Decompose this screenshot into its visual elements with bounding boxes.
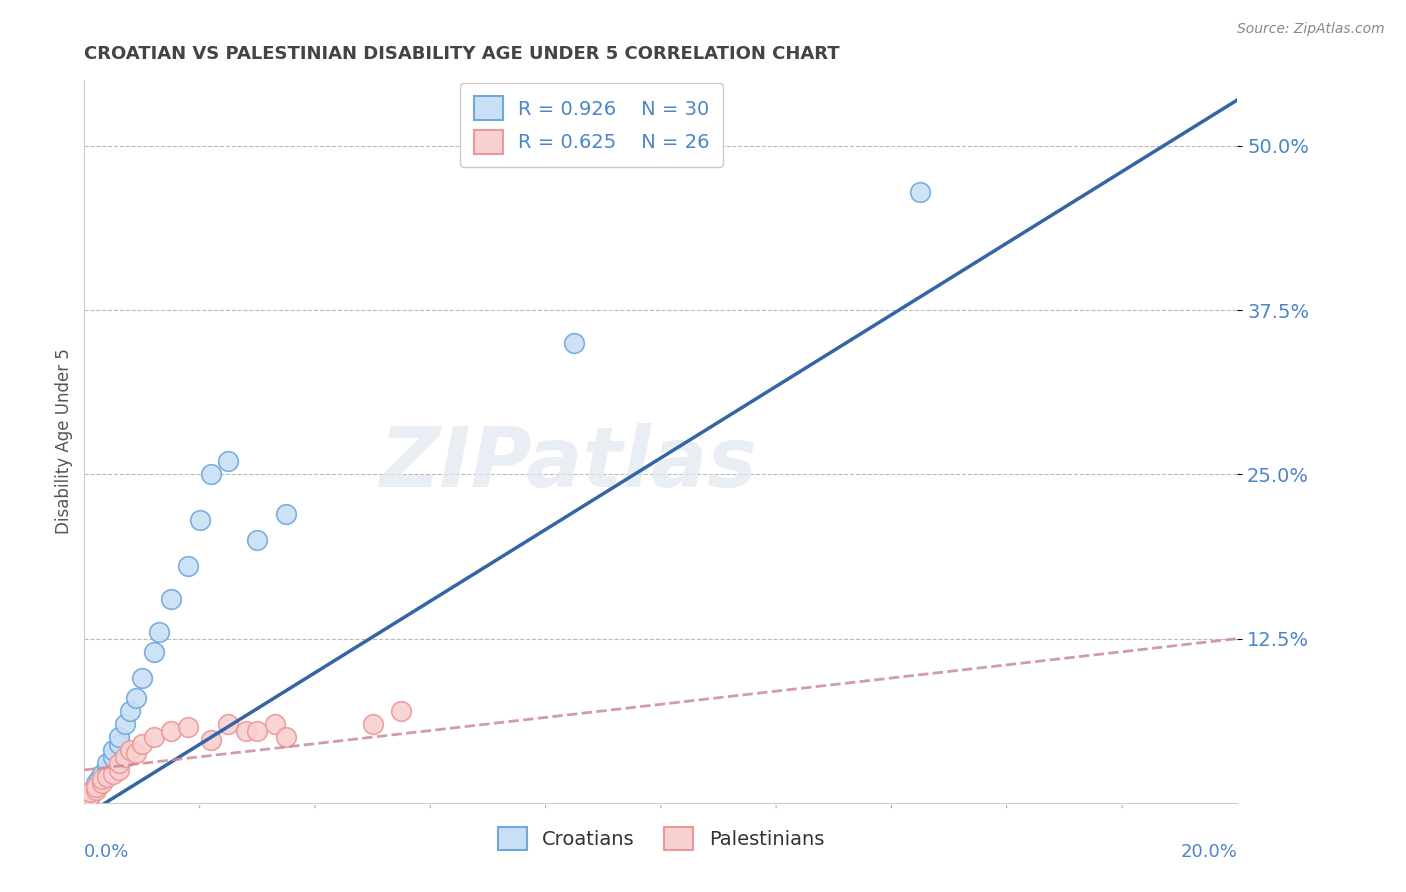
Point <box>90 770 112 784</box>
Point <box>246 533 269 547</box>
Text: Source: ZipAtlas.com: Source: ZipAtlas.com <box>1237 22 1385 37</box>
Legend: Croatians, Palestinians: Croatians, Palestinians <box>489 819 832 858</box>
Point <box>188 513 211 527</box>
Point <box>160 723 183 738</box>
Point <box>246 723 269 738</box>
Point <box>79 785 101 799</box>
Point <box>177 720 200 734</box>
Point <box>82 782 104 797</box>
Point <box>114 717 136 731</box>
Text: ZIPatlas: ZIPatlas <box>380 423 758 504</box>
Point <box>76 792 98 806</box>
Text: 20.0%: 20.0% <box>1181 843 1237 861</box>
Point <box>218 717 240 731</box>
Point <box>142 730 165 744</box>
Point <box>90 776 112 790</box>
Point <box>103 749 124 764</box>
Point <box>79 789 101 804</box>
Point <box>391 704 413 718</box>
Point <box>177 559 200 574</box>
Point <box>87 772 110 786</box>
Text: 0.0%: 0.0% <box>84 843 129 861</box>
Point <box>276 730 298 744</box>
Point <box>148 625 170 640</box>
Point <box>125 746 148 760</box>
Text: CROATIAN VS PALESTINIAN DISABILITY AGE UNDER 5 CORRELATION CHART: CROATIAN VS PALESTINIAN DISABILITY AGE U… <box>84 45 839 63</box>
Point <box>218 454 240 468</box>
Point <box>96 756 118 771</box>
Point <box>96 770 118 784</box>
Point <box>84 780 107 794</box>
Point <box>90 772 112 786</box>
Point <box>235 723 257 738</box>
Point <box>263 717 285 731</box>
Point <box>108 756 131 771</box>
Point <box>200 732 222 747</box>
Point <box>103 743 124 757</box>
Point <box>84 776 107 790</box>
Y-axis label: Disability Age Under 5: Disability Age Under 5 <box>55 349 73 534</box>
Point <box>96 763 118 777</box>
Point <box>125 690 148 705</box>
Point <box>79 789 101 804</box>
Point <box>160 592 183 607</box>
Point <box>361 717 384 731</box>
Point <box>84 780 107 794</box>
Point <box>131 671 153 685</box>
Point <box>108 763 131 777</box>
Point <box>79 785 101 799</box>
Point <box>114 749 136 764</box>
Point <box>108 737 131 751</box>
Point <box>142 645 165 659</box>
Point <box>131 737 153 751</box>
Point <box>564 336 586 351</box>
Point <box>200 467 222 482</box>
Point <box>108 730 131 744</box>
Point <box>276 507 298 521</box>
Point <box>120 743 142 757</box>
Point <box>90 767 112 781</box>
Point <box>120 704 142 718</box>
Point <box>910 185 932 199</box>
Point <box>84 782 107 797</box>
Point <box>103 767 124 781</box>
Point <box>76 792 98 806</box>
